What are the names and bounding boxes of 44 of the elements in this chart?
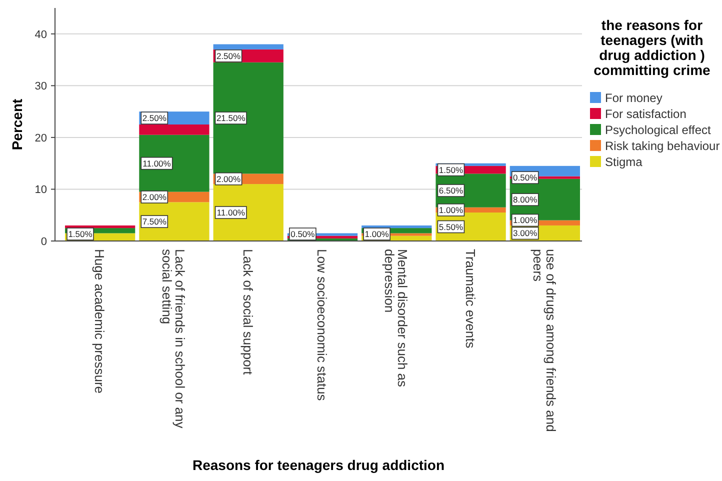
x-tick-label: Low socioeconomic status (314, 249, 330, 402)
x-tick-label: Huge academic pressure (92, 249, 108, 394)
legend-title: the reasons for teenagers (with drug addiction ) committing crime (594, 17, 711, 78)
data-label: 0.50% (513, 172, 538, 183)
data-label: 11.00% (142, 158, 172, 168)
y-tick-label: 10 (34, 184, 47, 196)
legend-label: Stigma (605, 155, 643, 169)
legend-label: For satisfaction (605, 107, 686, 121)
data-label: 6.50% (438, 186, 464, 196)
data-label: 1.00% (438, 204, 464, 215)
x-axis-title: Reasons for teenagers drug addiction (192, 457, 445, 473)
y-tick-label: 20 (34, 132, 47, 144)
y-tick-label: 0 (40, 236, 47, 248)
bar (213, 184, 284, 241)
x-tick-label: use of drugs among friends and peers (530, 249, 558, 432)
legend-label: Psychological effect (605, 123, 712, 137)
data-label: 2.50% (216, 50, 242, 61)
data-label: 1.50% (438, 164, 464, 175)
legend-label: For money (605, 91, 662, 105)
bar (213, 44, 284, 50)
data-label: 1.00% (513, 215, 538, 226)
data-label: 1.00% (364, 229, 390, 239)
x-tick-label: Traumatic events (462, 249, 478, 349)
legend-label: Risk taking behaviour (605, 139, 720, 153)
y-tick-label: 40 (34, 28, 47, 41)
data-label: 3.00% (513, 228, 538, 238)
data-label: 11.00% (216, 208, 246, 218)
data-label: 2.50% (142, 113, 167, 124)
data-label: 5.50% (438, 222, 464, 232)
x-tick-label: Lack of social support (240, 249, 256, 376)
data-label: 2.00% (216, 174, 242, 184)
bar (139, 134, 210, 192)
x-tick-label: Lack of friends in school or any social setting (160, 249, 188, 429)
data-label: 2.00% (142, 192, 167, 202)
data-label: 8.00% (513, 194, 538, 205)
data-label: 21.50% (216, 113, 246, 124)
x-tick-label: Mental disorder such as depression (382, 249, 410, 388)
y-tick-label: 30 (34, 80, 47, 93)
data-label: 0.50% (290, 229, 316, 239)
bar (213, 62, 284, 174)
bar (139, 124, 210, 135)
data-label: 7.50% (142, 216, 167, 227)
y-axis-title: Percent (9, 98, 25, 150)
data-label: 1.50% (68, 229, 93, 239)
